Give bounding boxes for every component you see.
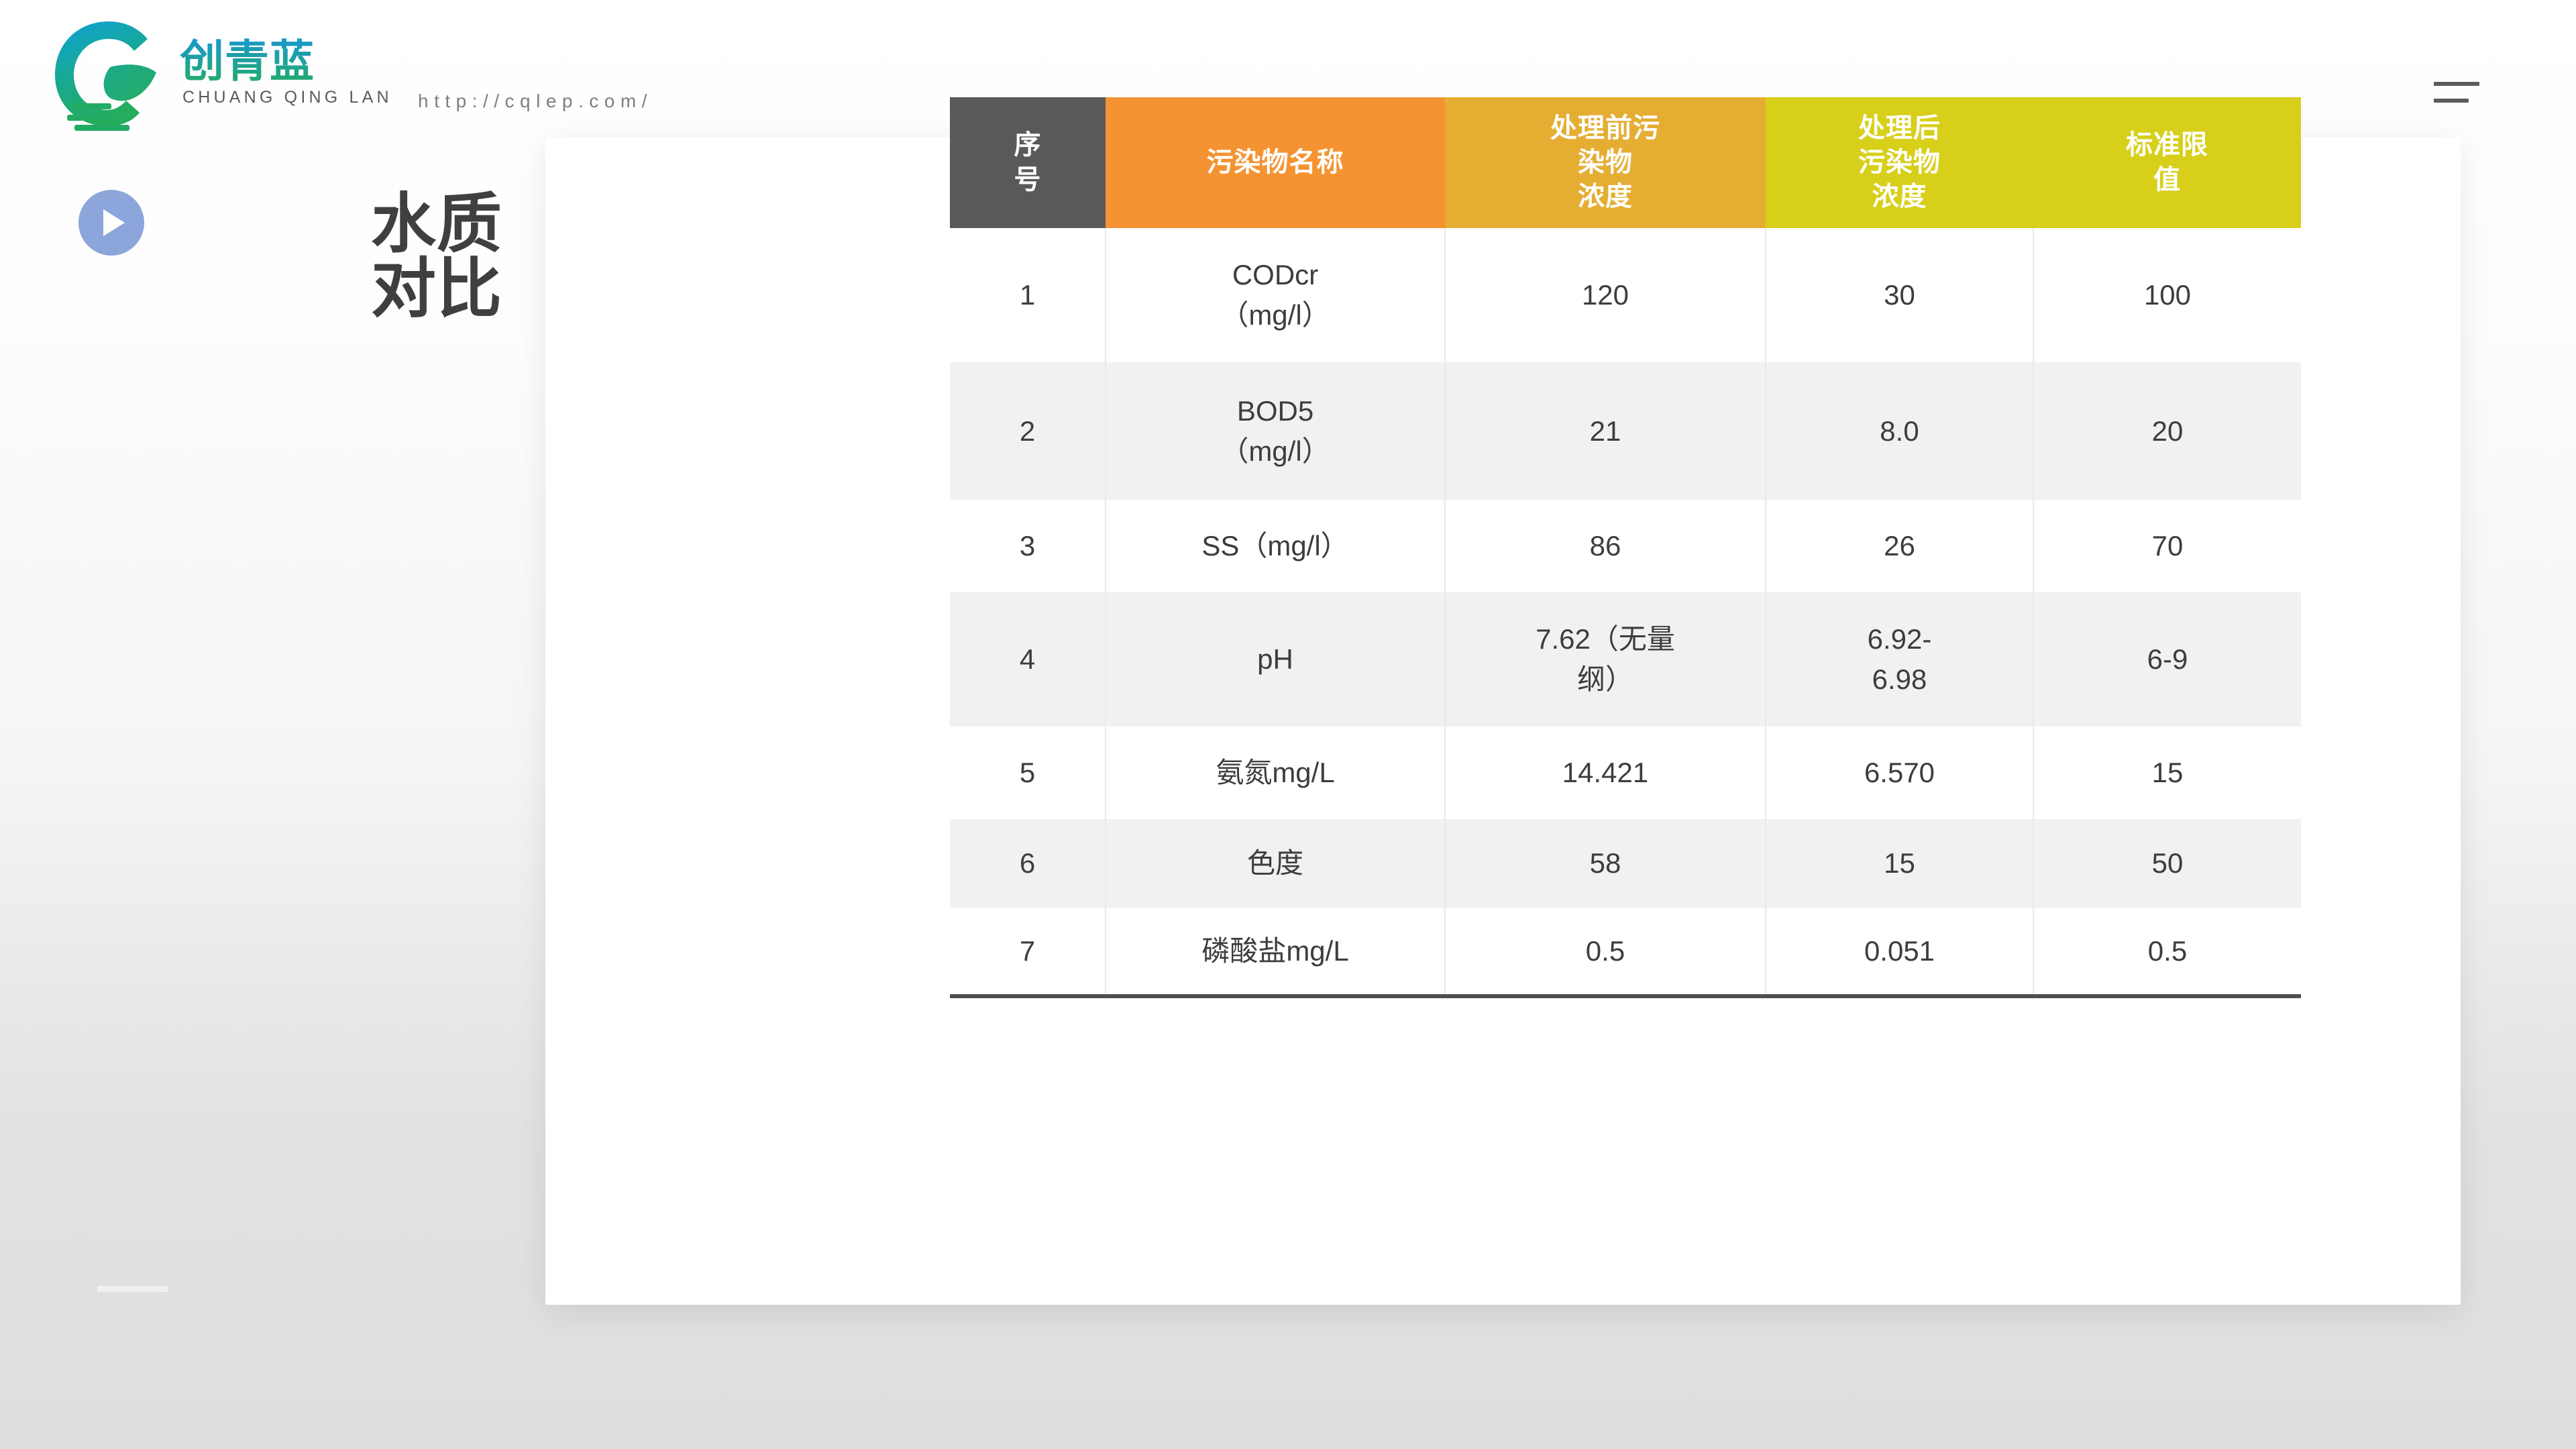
column-header-post-treatment: 处理后 污染物 浓度: [1766, 97, 2033, 228]
cell-index: 6: [950, 819, 1106, 908]
cell-pollutant: SS（mg/l）: [1105, 500, 1445, 592]
table-row: 3 SS（mg/l） 86 26 70: [950, 500, 2301, 592]
column-header-pollutant-name: 污染物名称: [1106, 97, 1445, 228]
table-body: 1 CODcr （mg/l） 120 30 100 2 BOD5 （mg/l） 21 8.0 20 3 S…: [950, 228, 2301, 998]
cell-limit-value: 15: [2033, 727, 2301, 819]
cell-post-value: 26: [1765, 500, 2033, 592]
water-quality-table-container: 序 号 污染物名称 处理前污 染物 浓度 处理后 污染物 浓度 标准限: [950, 97, 2301, 998]
cell-index: 2: [950, 362, 1106, 500]
cell-index: 5: [950, 727, 1106, 819]
column-header-index: 序 号: [950, 97, 1106, 228]
table-row: 2 BOD5 （mg/l） 21 8.0 20: [950, 362, 2301, 500]
cell-pollutant: BOD5 （mg/l）: [1105, 362, 1445, 500]
svg-text:创青蓝: 创青蓝: [180, 38, 315, 87]
hamburger-menu-icon[interactable]: [2434, 82, 2481, 103]
site-url-text[interactable]: http://cqlep.com/: [418, 91, 653, 111]
brand-pinyin: CHUANG QING LAN: [182, 88, 392, 107]
cell-pre-value: 14.421: [1444, 727, 1766, 819]
cell-post-value: 6.570: [1765, 727, 2033, 819]
brand-logo-block[interactable]: 创青蓝 CHUANG QING LAN: [47, 15, 392, 142]
table-row: 1 CODcr （mg/l） 120 30 100: [950, 228, 2301, 362]
cell-post-value: 6.92- 6.98: [1765, 592, 2033, 727]
column-header-standard-limit: 标准限 值: [2033, 97, 2301, 228]
table-row: 6 色度 58 15 50: [950, 819, 2301, 908]
cell-limit-value: 70: [2033, 500, 2301, 592]
brand-wordmark: 创青蓝 CHUANG QING LAN: [180, 15, 392, 107]
cell-limit-value: 0.5: [2033, 908, 2301, 998]
cell-limit-value: 6-9: [2033, 592, 2301, 727]
cell-post-value: 30: [1765, 228, 2033, 362]
table-row: 7 磷酸盐mg/L 0.5 0.051 0.5: [950, 908, 2301, 998]
cell-pre-value: 58: [1444, 819, 1766, 908]
cell-limit-value: 50: [2033, 819, 2301, 908]
water-quality-table: 序 号 污染物名称 处理前污 染物 浓度 处理后 污染物 浓度 标准限: [950, 97, 2301, 998]
cell-pre-value: 21: [1444, 362, 1766, 500]
play-triangle: [103, 209, 125, 236]
cell-index: 1: [950, 228, 1106, 362]
cell-index: 4: [950, 592, 1106, 727]
cell-pollutant: 磷酸盐mg/L: [1105, 908, 1445, 998]
cell-index: 7: [950, 908, 1106, 998]
cell-pollutant: 色度: [1105, 819, 1445, 908]
decorative-accent-bar: [97, 1286, 168, 1292]
cell-pollutant: 氨氮mg/L: [1105, 727, 1445, 819]
cell-pre-value: 120: [1444, 228, 1766, 362]
cell-pre-value: 7.62（无量 纲）: [1444, 592, 1766, 727]
cell-pre-value: 0.5: [1444, 908, 1766, 998]
table-row: 5 氨氮mg/L 14.421 6.570 15: [950, 727, 2301, 819]
cell-limit-value: 100: [2033, 228, 2301, 362]
leaf-g-logo-icon: [47, 15, 174, 142]
table-row: 4 pH 7.62（无量 纲） 6.92- 6.98 6-9: [950, 592, 2301, 727]
cell-limit-value: 20: [2033, 362, 2301, 500]
hamburger-bar-top: [2434, 82, 2479, 86]
hamburger-bar-bottom: [2434, 99, 2469, 103]
page-title-line-1: 水质: [371, 187, 502, 260]
table-header-row: 序 号 污染物名称 处理前污 染物 浓度 处理后 污染物 浓度 标准限: [950, 97, 2301, 228]
cell-post-value: 8.0: [1765, 362, 2033, 500]
page-title: 水质 对比: [371, 187, 502, 325]
play-icon[interactable]: [78, 190, 144, 256]
cell-post-value: 0.051: [1765, 908, 2033, 998]
cell-index: 3: [950, 500, 1106, 592]
page-title-line-2: 对比: [371, 252, 502, 325]
cell-pre-value: 86: [1444, 500, 1766, 592]
cell-pollutant: CODcr （mg/l）: [1105, 228, 1445, 362]
cell-post-value: 15: [1765, 819, 2033, 908]
table-header: 序 号 污染物名称 处理前污 染物 浓度 处理后 污染物 浓度 标准限: [950, 97, 2301, 228]
column-header-pre-treatment: 处理前污 染物 浓度: [1445, 97, 1766, 228]
cell-pollutant: pH: [1105, 592, 1445, 727]
